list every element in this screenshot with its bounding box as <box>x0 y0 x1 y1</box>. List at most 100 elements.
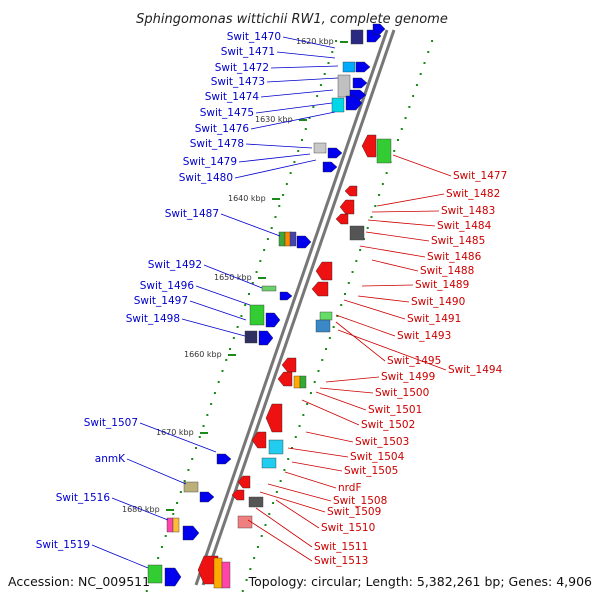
track-dot <box>308 117 311 119</box>
gene-label-reverse[interactable]: Swit_1500 <box>375 387 429 399</box>
track-dot <box>272 502 275 504</box>
gene-label-forward[interactable]: Swit_1498 <box>126 313 180 325</box>
gene-block <box>349 225 365 241</box>
gene-arrow <box>361 134 377 158</box>
gene-label-forward[interactable]: Swit_1492 <box>148 259 202 271</box>
track-dot <box>251 282 254 284</box>
tick-label: 1620 kbp <box>296 37 334 46</box>
gene-label-forward[interactable]: Swit_1470 <box>227 31 281 43</box>
gene-label-forward[interactable]: Swit_1497 <box>134 295 188 307</box>
gene-label-reverse[interactable]: Swit_1490 <box>411 296 465 308</box>
track-dot <box>225 359 228 361</box>
gene-label-reverse[interactable]: Swit_1494 <box>448 364 503 376</box>
label-line <box>319 387 374 394</box>
gene-block <box>337 74 351 98</box>
gene-label-forward[interactable]: Swit_1519 <box>36 539 90 551</box>
track-dot <box>316 95 319 97</box>
track-dot <box>275 491 278 493</box>
track-dot <box>347 282 350 284</box>
label-line <box>255 507 313 548</box>
label-line <box>282 36 336 49</box>
gene-arrow <box>277 371 293 387</box>
gene-label-reverse[interactable]: Swit_1504 <box>350 451 405 463</box>
gene-label-forward[interactable]: Swit_1473 <box>211 76 265 88</box>
track-dot <box>253 557 256 559</box>
track-dot <box>194 447 197 449</box>
gene-label-reverse[interactable]: Swit_1510 <box>321 522 375 534</box>
gene-label-reverse[interactable]: Swit_1483 <box>441 205 495 217</box>
label-line <box>245 143 313 149</box>
gene-block <box>249 304 265 326</box>
track-dot <box>213 392 216 394</box>
track-dot <box>319 84 322 86</box>
track-dot <box>415 84 418 86</box>
gene-label-forward[interactable]: Swit_1474 <box>205 91 260 103</box>
label-line <box>181 318 246 337</box>
gene-label-forward[interactable]: Swit_1480 <box>179 172 233 184</box>
gene-label-reverse[interactable]: nrdF <box>338 482 362 494</box>
gene-block <box>213 557 223 589</box>
gene-label-forward[interactable]: anmK <box>95 453 126 465</box>
gene-label-forward[interactable]: Swit_1507 <box>84 417 138 429</box>
track-dot <box>351 271 354 273</box>
gene-label-forward[interactable]: Swit_1475 <box>200 107 254 119</box>
track-dot <box>210 403 213 405</box>
gene-block <box>261 285 277 292</box>
gene-label-reverse[interactable]: Swit_1491 <box>407 313 461 325</box>
gene-label-reverse[interactable]: Swit_1513 <box>314 555 368 567</box>
gene-label-reverse[interactable]: Swit_1505 <box>344 465 398 477</box>
gene-label-reverse[interactable]: Swit_1477 <box>453 170 507 182</box>
gene-label-reverse[interactable]: Swit_1511 <box>314 541 368 553</box>
label-line <box>392 154 452 177</box>
gene-label-reverse[interactable]: Swit_1482 <box>446 188 500 200</box>
gene-label-reverse[interactable]: Swit_1501 <box>368 404 422 416</box>
track-dot <box>317 370 320 372</box>
gene-label-reverse[interactable]: Swit_1488 <box>420 265 474 277</box>
gene-label-forward[interactable]: Swit_1516 <box>56 492 111 504</box>
gene-label-reverse[interactable]: Swit_1486 <box>427 251 482 263</box>
map-title: Sphingomonas wittichii RW1, complete gen… <box>136 12 448 27</box>
gene-label-reverse[interactable]: Swit_1502 <box>361 419 415 431</box>
track-dot <box>183 480 186 482</box>
track-dot <box>198 436 201 438</box>
gene-label-forward[interactable]: Swit_1478 <box>190 138 244 150</box>
gene-block <box>293 375 301 389</box>
gene-label-reverse[interactable]: Swit_1485 <box>431 235 485 247</box>
label-line <box>260 89 334 98</box>
gene-label-forward[interactable]: Swit_1487 <box>165 208 219 220</box>
gene-arrow <box>311 281 329 297</box>
track-dot <box>270 227 273 229</box>
label-line <box>371 259 419 272</box>
gene-arrow <box>265 403 283 433</box>
tick-label: 1650 kbp <box>214 273 252 282</box>
topology-text: Topology: circular; Length: 5,382,261 bp… <box>248 574 592 589</box>
track-dot <box>400 128 403 130</box>
gene-label-reverse[interactable]: Swit_1508 <box>333 495 387 507</box>
gene-arrow <box>322 161 338 173</box>
gene-label-forward[interactable]: Swit_1472 <box>215 62 269 74</box>
gene-block <box>147 564 163 584</box>
track-dot <box>264 524 267 526</box>
track-dot <box>306 403 309 405</box>
gene-arrow <box>231 489 245 501</box>
label-line <box>139 422 217 453</box>
gene-label-reverse[interactable]: Swit_1499 <box>381 371 435 383</box>
track-dot <box>229 348 232 350</box>
gene-label-forward[interactable]: Swit_1476 <box>195 123 250 135</box>
gene-arrow <box>199 491 215 503</box>
label-line <box>335 321 386 362</box>
gene-label-reverse[interactable]: Swit_1495 <box>387 355 441 367</box>
gene-block <box>278 231 286 247</box>
gene-label-reverse[interactable]: Swit_1489 <box>415 279 469 291</box>
gene-label-reverse[interactable]: Swit_1493 <box>397 330 451 342</box>
gene-label-reverse[interactable]: Swit_1509 <box>327 506 381 518</box>
gene-label-forward[interactable]: Swit_1471 <box>221 46 275 58</box>
accession-text: Accession: NC_009511 <box>8 574 150 589</box>
gene-label-forward[interactable]: Swit_1479 <box>183 156 237 168</box>
track-dot <box>287 458 290 460</box>
track-dot <box>419 73 422 75</box>
gene-label-forward[interactable]: Swit_1496 <box>140 280 195 292</box>
gene-label-reverse[interactable]: Swit_1503 <box>355 436 409 448</box>
label-line <box>284 471 337 489</box>
gene-label-reverse[interactable]: Swit_1484 <box>437 220 492 232</box>
